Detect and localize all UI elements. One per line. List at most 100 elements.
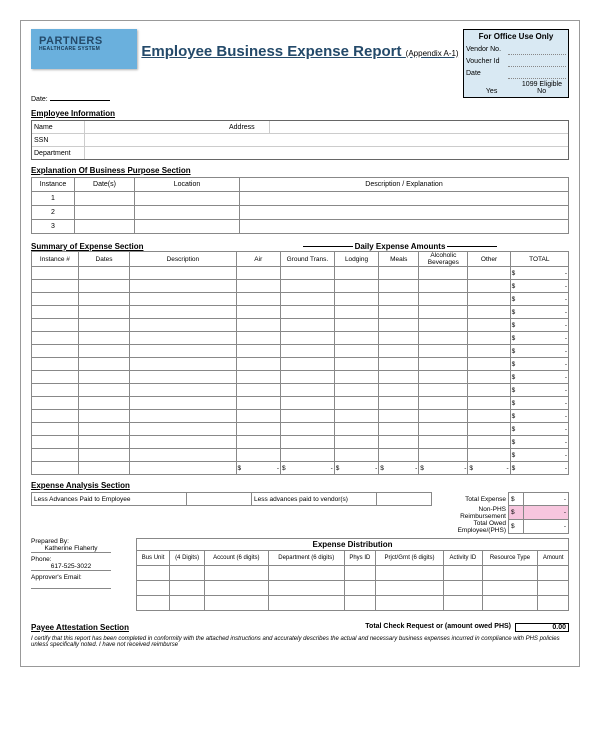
- purpose-row: 2: [32, 206, 569, 220]
- prepared-by-label: Prepared By:: [31, 538, 136, 545]
- expense-row: $-: [32, 449, 569, 462]
- vendor-no-field[interactable]: [508, 44, 566, 55]
- phone-value: 617-525-3022: [31, 563, 111, 571]
- payee-text: I certify that this report has been comp…: [31, 636, 569, 648]
- dist-row: [137, 581, 569, 596]
- total-exp-label: Total Expense: [432, 493, 509, 506]
- total-check-row: Total Check Request or (amount owed PHS)…: [191, 623, 569, 632]
- office-date-label: Date: [466, 70, 508, 77]
- purpose-col-desc: Description / Explanation: [240, 178, 569, 192]
- expense-col-0: Instance #: [32, 252, 79, 267]
- total-check-value: 0.00: [515, 623, 569, 632]
- dist-row: [137, 566, 569, 581]
- office-date-field[interactable]: [508, 68, 566, 79]
- voucher-id-field[interactable]: [508, 56, 566, 67]
- expense-col-8: Other: [468, 252, 510, 267]
- purpose-row: 1: [32, 192, 569, 206]
- dist-col-4: Phys ID: [344, 551, 375, 566]
- adv-emp-field[interactable]: [187, 493, 252, 506]
- purpose-col-location: Location: [135, 178, 240, 192]
- expense-row: $-: [32, 332, 569, 345]
- name-field[interactable]: [84, 121, 225, 133]
- expense-row: $-: [32, 319, 569, 332]
- form-container: PARTNERS HEALTHCARE SYSTEM Employee Busi…: [20, 20, 580, 667]
- logo-sub: HEALTHCARE SYSTEM: [39, 47, 129, 53]
- approver-label: Approver's Email:: [31, 574, 136, 581]
- adv-vendor-field[interactable]: [377, 493, 432, 506]
- dist-table: Bus Unit(4 Digits)Account (6 digits)Depa…: [136, 550, 569, 611]
- daily-heading: Daily Expense Amounts: [231, 242, 569, 251]
- dept-field[interactable]: [84, 147, 568, 159]
- prepared-box: Prepared By: Katherine Flaherty Phone: 6…: [31, 538, 136, 611]
- expense-col-2: Description: [130, 252, 236, 267]
- expense-row: $-: [32, 384, 569, 397]
- yes-label: Yes: [486, 88, 497, 95]
- total-check-label: Total Check Request or (amount owed PHS): [365, 623, 511, 632]
- dist-col-6: Activity ID: [444, 551, 482, 566]
- ssn-field[interactable]: [84, 134, 568, 146]
- voucher-id-label: Voucher Id: [466, 58, 508, 65]
- ssn-label: SSN: [32, 137, 84, 144]
- expense-row: $-: [32, 358, 569, 371]
- header-row: PARTNERS HEALTHCARE SYSTEM Employee Busi…: [31, 29, 569, 98]
- purpose-col-dates: Date(s): [75, 178, 135, 192]
- expense-row: $-: [32, 293, 569, 306]
- adv-emp-label: Less Advances Paid to Employee: [32, 493, 187, 506]
- dist-col-7: Resource Type: [482, 551, 538, 566]
- expense-col-9: TOTAL: [510, 252, 568, 267]
- dist-col-3: Department (6 digits): [268, 551, 344, 566]
- emp-info-grid: Name Address SSN Department: [31, 120, 569, 160]
- dist-col-1: (4 Digits): [170, 551, 205, 566]
- partners-logo: PARTNERS HEALTHCARE SYSTEM: [31, 29, 137, 69]
- summary-header-row: Summary of Expense Section Daily Expense…: [31, 242, 569, 251]
- adv-vendor-label: Less advances paid to vendor(s): [252, 493, 377, 506]
- prepared-name: Katherine Flaherty: [31, 545, 111, 553]
- address-label: Address: [225, 124, 269, 131]
- date-label: Date:: [31, 96, 48, 103]
- address-field[interactable]: [269, 121, 568, 133]
- purpose-table: Instance Date(s) Location Description / …: [31, 177, 569, 234]
- dist-row: [137, 596, 569, 611]
- dist-heading: Expense Distribution: [136, 538, 569, 550]
- expense-row: $-: [32, 423, 569, 436]
- expense-row: $-: [32, 436, 569, 449]
- dist-col-8: Amount: [538, 551, 569, 566]
- dist-wrapper: Prepared By: Katherine Flaherty Phone: 6…: [31, 538, 569, 611]
- office-use-box: For Office Use Only Vendor No. Voucher I…: [463, 29, 569, 98]
- expense-row: $-: [32, 306, 569, 319]
- expense-row: $-: [32, 410, 569, 423]
- dist-col-2: Account (6 digits): [205, 551, 269, 566]
- office-heading: For Office Use Only: [466, 32, 566, 43]
- dept-label: Department: [32, 150, 84, 157]
- no-label: No: [537, 88, 546, 95]
- expense-row: $-: [32, 267, 569, 280]
- appendix-note: (Appendix A-1): [406, 49, 459, 58]
- expense-col-7: Alcoholic Beverages: [419, 252, 468, 267]
- analysis-table: Less Advances Paid to Employee Less adva…: [31, 492, 569, 534]
- dist-col-5: Prjct/Grnt (6 digits): [375, 551, 443, 566]
- nonphs-label: Non-PHS Reimbursement: [432, 506, 509, 520]
- expense-row: $-: [32, 280, 569, 293]
- purpose-row: 3: [32, 220, 569, 234]
- approver-field[interactable]: [31, 581, 111, 589]
- expense-col-4: Ground Trans.: [281, 252, 335, 267]
- expense-col-6: Meals: [379, 252, 419, 267]
- analysis-heading: Expense Analysis Section: [31, 481, 569, 490]
- expense-col-3: Air: [236, 252, 281, 267]
- expense-row: $-: [32, 397, 569, 410]
- expense-col-5: Lodging: [334, 252, 379, 267]
- purpose-col-instance: Instance: [32, 178, 75, 192]
- purpose-heading: Explanation Of Business Purpose Section: [31, 166, 569, 175]
- date-field[interactable]: [50, 100, 110, 101]
- expense-row: $-: [32, 371, 569, 384]
- payee-heading: Payee Attestation Section: [31, 623, 191, 632]
- total-owed-label: Total Owed Employee/(PHS): [432, 520, 509, 534]
- eligible-label: 1099 Eligible: [466, 79, 566, 88]
- expense-row: $-: [32, 345, 569, 358]
- name-label: Name: [32, 124, 84, 131]
- summary-heading: Summary of Expense Section: [31, 242, 231, 251]
- page-title: Employee Business Expense Report (Append…: [137, 29, 463, 60]
- vendor-no-label: Vendor No.: [466, 46, 508, 53]
- dist-col-0: Bus Unit: [137, 551, 170, 566]
- expense-table: Instance #DatesDescriptionAirGround Tran…: [31, 251, 569, 475]
